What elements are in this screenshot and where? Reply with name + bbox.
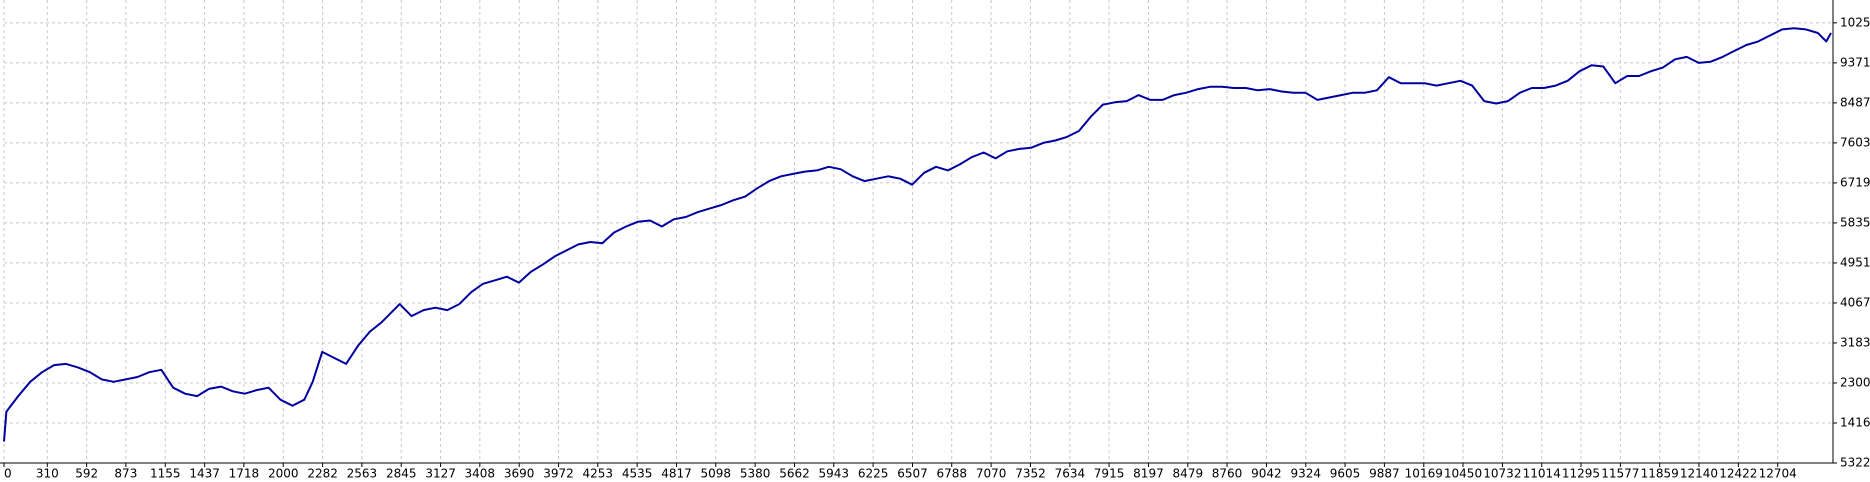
x-tick-label: 10169: [1405, 467, 1443, 481]
x-tick-label: 873: [114, 467, 137, 481]
x-tick-label: 7352: [1015, 467, 1046, 481]
x-tick-label: 3127: [425, 467, 456, 481]
y-tick-label: 23000: [1840, 375, 1870, 389]
y-tick-label: 93713: [1840, 55, 1870, 69]
x-tick-label: 12140: [1680, 467, 1718, 481]
x-tick-label: 1155: [150, 467, 181, 481]
x-tick-label: 11014: [1523, 467, 1561, 481]
x-tick-label: 7915: [1094, 467, 1125, 481]
y-tick-label: 14161: [1840, 415, 1870, 429]
x-tick-label: 2000: [268, 467, 299, 481]
x-tick-label: 10732: [1483, 467, 1521, 481]
x-tick-label: 6225: [858, 467, 889, 481]
x-tick-label: 9605: [1330, 467, 1361, 481]
x-tick-label: 3408: [465, 467, 496, 481]
x-tick-label: 310: [36, 467, 59, 481]
x-tick-label: 3690: [504, 467, 535, 481]
y-tick-label: 49517: [1840, 255, 1870, 269]
y-tick-label: 102552: [1840, 15, 1870, 29]
x-tick-label: 592: [75, 467, 98, 481]
x-tick-label: 12704: [1759, 467, 1797, 481]
x-tick-label: 5380: [740, 467, 771, 481]
x-tick-label: 2282: [307, 467, 338, 481]
y-tick-label: 84874: [1840, 95, 1870, 109]
x-tick-label: 4535: [622, 467, 653, 481]
x-tick-label: 0: [4, 467, 12, 481]
x-tick-label: 11577: [1601, 467, 1639, 481]
x-tick-label: 9887: [1369, 467, 1400, 481]
x-tick-label: 8197: [1133, 467, 1164, 481]
x-tick-label: 5662: [779, 467, 810, 481]
x-tick-label: 7634: [1055, 467, 1086, 481]
x-tick-label: 8760: [1212, 467, 1243, 481]
equity-line: [3, 27, 1832, 442]
y-tick-label: 76034: [1840, 135, 1870, 149]
x-tick-label: 7070: [976, 467, 1007, 481]
x-tick-label: 11859: [1641, 467, 1679, 481]
x-tick-label: 2563: [347, 467, 378, 481]
x-tick-label: 6507: [897, 467, 928, 481]
x-tick-label: 3972: [543, 467, 574, 481]
y-tick-label: 40678: [1840, 295, 1870, 309]
x-tick-label: 5098: [701, 467, 732, 481]
x-tick-label: 9324: [1291, 467, 1322, 481]
x-tick-label: 12422: [1719, 467, 1757, 481]
y-tick-label: 5322: [1840, 456, 1870, 470]
x-tick-label: 2845: [386, 467, 417, 481]
x-tick-label: 10450: [1444, 467, 1482, 481]
x-tick-label: 5943: [818, 467, 849, 481]
x-tick-label: 1437: [189, 467, 220, 481]
x-tick-label: 1718: [229, 467, 260, 481]
x-tick-label: 6788: [936, 467, 967, 481]
x-tick-label: 8479: [1173, 467, 1204, 481]
x-tick-label: 11295: [1562, 467, 1600, 481]
y-tick-label: 67195: [1840, 175, 1870, 189]
x-tick-label: 4817: [661, 467, 692, 481]
x-tick-label: 4253: [583, 467, 614, 481]
x-tick-label: 9042: [1251, 467, 1282, 481]
y-tick-label: 31839: [1840, 335, 1870, 349]
